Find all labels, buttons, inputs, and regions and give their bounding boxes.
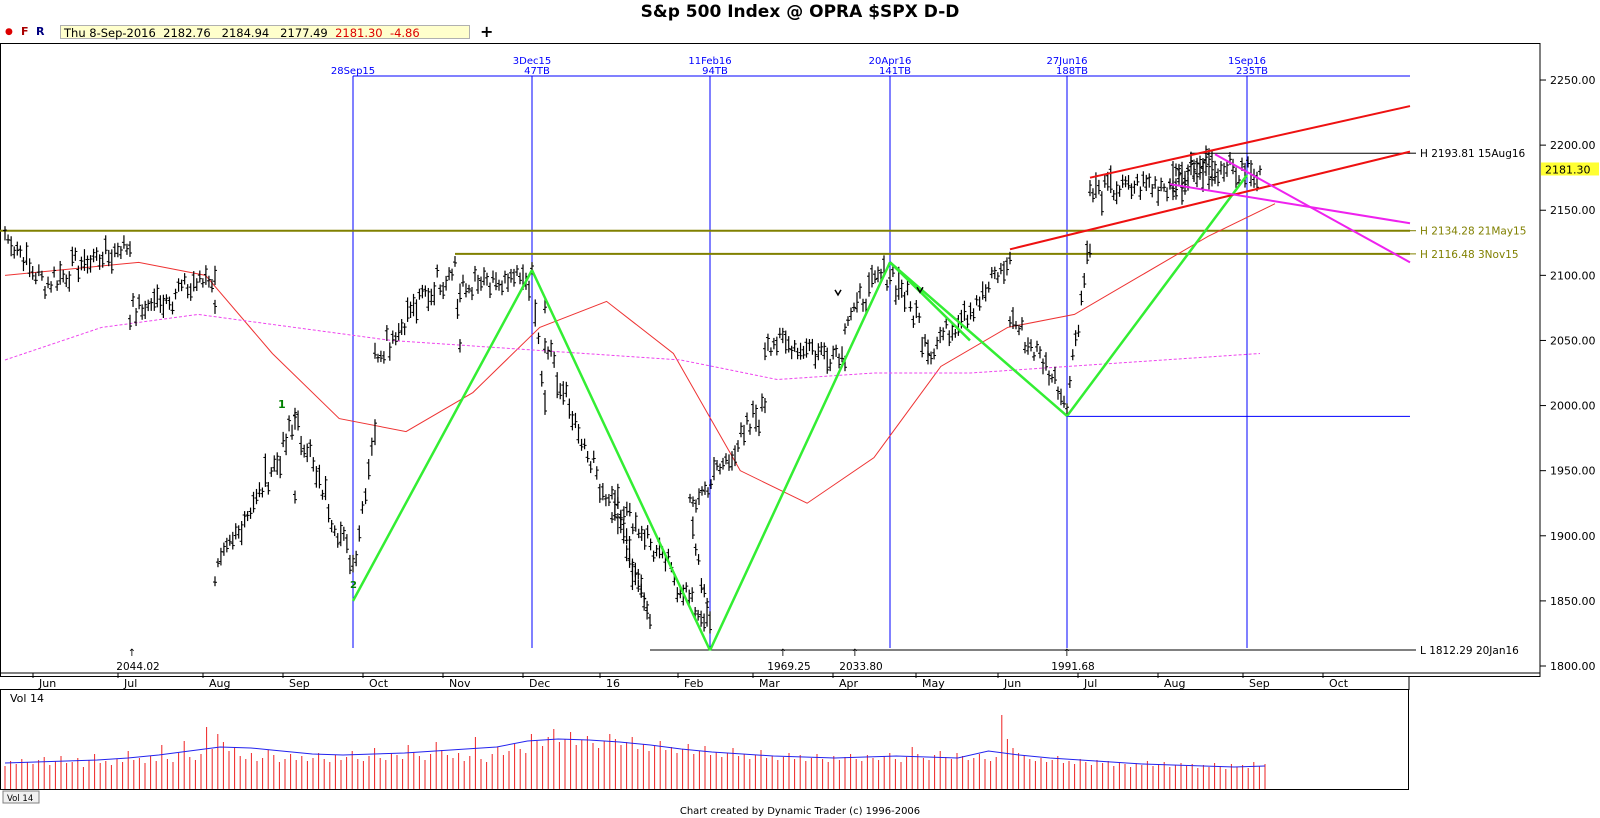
r-button[interactable]: R: [36, 25, 45, 38]
level-label: L 1812.29 20Jan16: [1420, 645, 1519, 657]
x-tick-label: Dec: [529, 677, 550, 690]
channel-down-line: [1169, 183, 1411, 225]
zigzag-segment: [1065, 174, 1249, 417]
volume-tab-label: Vol 14: [7, 794, 33, 804]
bottom-annotation-arrow: ↑: [851, 648, 859, 659]
quote-change: -4.86: [389, 26, 420, 40]
cycle-date-label: 1Sep16: [1228, 56, 1266, 67]
volume-title: Vol 14: [10, 692, 44, 705]
zigzag-segment: [889, 261, 971, 342]
y-tick-label: 2150.00: [1550, 204, 1596, 217]
quote-date: Thu 8-Sep-2016: [64, 26, 156, 40]
x-tick-label: Apr: [839, 677, 859, 690]
y-tick-label: 1900.00: [1550, 530, 1596, 543]
down-arrow-icon: [834, 289, 842, 297]
level-label: H 2193.81 15Aug16: [1420, 148, 1526, 160]
bottom-annotation-arrow: ↑: [128, 648, 136, 659]
quote-box: Thu 8-Sep-2016 2182.76 2184.94 2177.49 2…: [60, 25, 470, 40]
channel-up-line: [1009, 150, 1411, 251]
ma-long-line: [4, 313, 1261, 381]
cycle-date-label: 28Sep15: [331, 66, 375, 77]
x-tick-label: Oct: [1329, 677, 1349, 690]
x-tick-label: Aug: [209, 677, 230, 690]
level-label: H 2116.48 3Nov15: [1420, 249, 1519, 261]
level-label: H 2134.28 21May15: [1420, 226, 1526, 238]
x-tick-label: Sep: [289, 677, 310, 690]
x-tick-label: Oct: [369, 677, 389, 690]
y-tick-label: 2250.00: [1550, 74, 1596, 87]
f-button[interactable]: F: [21, 25, 29, 38]
cycle-tb-label: 47TB: [524, 66, 550, 77]
x-tick-label: Aug: [1164, 677, 1185, 690]
last-price-tag: [1541, 162, 1599, 176]
zigzag-segment: [351, 269, 534, 602]
zigzag-segment: [708, 261, 892, 651]
volume-panel-frame: [0, 689, 1409, 790]
cycle-date-label: 11Feb16: [688, 56, 731, 67]
toolbar: ● F R Thu 8-Sep-2016 2182.76 2184.94 217…: [0, 22, 1600, 42]
wave-label: 1: [278, 398, 286, 411]
bottom-annotation: 1991.68: [1051, 661, 1094, 673]
y-tick-label: 2200.00: [1550, 139, 1596, 152]
y-tick-label: 1850.00: [1550, 595, 1596, 608]
x-tick-label: Mar: [759, 677, 780, 690]
x-tick-label: Jul: [1083, 677, 1097, 690]
bottom-annotation: 2044.02: [116, 661, 159, 673]
x-tick-label: Jun: [1003, 677, 1021, 690]
volume-tab: [2, 790, 40, 804]
zigzag-segment: [889, 261, 1068, 417]
ma-short-line: [4, 203, 1276, 504]
zigzag-segment: [530, 269, 712, 651]
quote-values: 2182.76 2184.94 2177.49: [163, 26, 328, 40]
wave-label: 2: [350, 580, 357, 591]
channel-down-line: [1214, 153, 1411, 264]
footer-credit: Chart created by Dynamic Trader (c) 1996…: [679, 806, 921, 817]
x-tick-label: Feb: [684, 677, 703, 690]
cycle-tb-label: 94TB: [702, 66, 728, 77]
cycle-tb-label: 235TB: [1236, 66, 1268, 77]
add-button[interactable]: +: [480, 22, 494, 41]
last-price-label: 2181.30: [1545, 163, 1591, 176]
y-tick-label: 2100.00: [1550, 269, 1596, 282]
cycle-date-label: 27Jun16: [1046, 56, 1087, 67]
y-tick-label: 2000.00: [1550, 400, 1596, 413]
record-dot-icon[interactable]: ●: [5, 27, 13, 37]
y-tick-label: 2050.00: [1550, 334, 1596, 347]
volume-average-line: [4, 738, 1266, 768]
chart-title: S&p 500 Index @ OPRA $SPX D-D: [640, 2, 960, 22]
quote-close: 2181.30: [335, 26, 383, 40]
x-tick-label: Nov: [449, 677, 471, 690]
cycle-date-label: 3Dec15: [513, 56, 551, 67]
x-tick-label: Sep: [1249, 677, 1270, 690]
cycle-date-label: 20Apr16: [869, 56, 912, 67]
y-tick-label: 1800.00: [1550, 660, 1596, 673]
cycle-tb-label: 141TB: [879, 66, 911, 77]
price-panel-frame: [0, 43, 1541, 677]
x-tick-label: 16: [606, 677, 620, 690]
x-tick-label: May: [922, 677, 945, 690]
bottom-annotation: 1969.25: [767, 661, 810, 673]
x-tick-label: Jun: [38, 677, 56, 690]
bottom-annotation: 2033.80: [839, 661, 882, 673]
bottom-annotation-arrow: ↑: [1063, 648, 1071, 659]
cycle-tb-label: 188TB: [1056, 66, 1088, 77]
y-tick-label: 1950.00: [1550, 465, 1596, 478]
channel-up-line: [1089, 105, 1411, 179]
down-arrow-icon: [916, 286, 924, 294]
bottom-annotation-arrow: ↑: [779, 648, 787, 659]
x-tick-label: Jul: [123, 677, 137, 690]
